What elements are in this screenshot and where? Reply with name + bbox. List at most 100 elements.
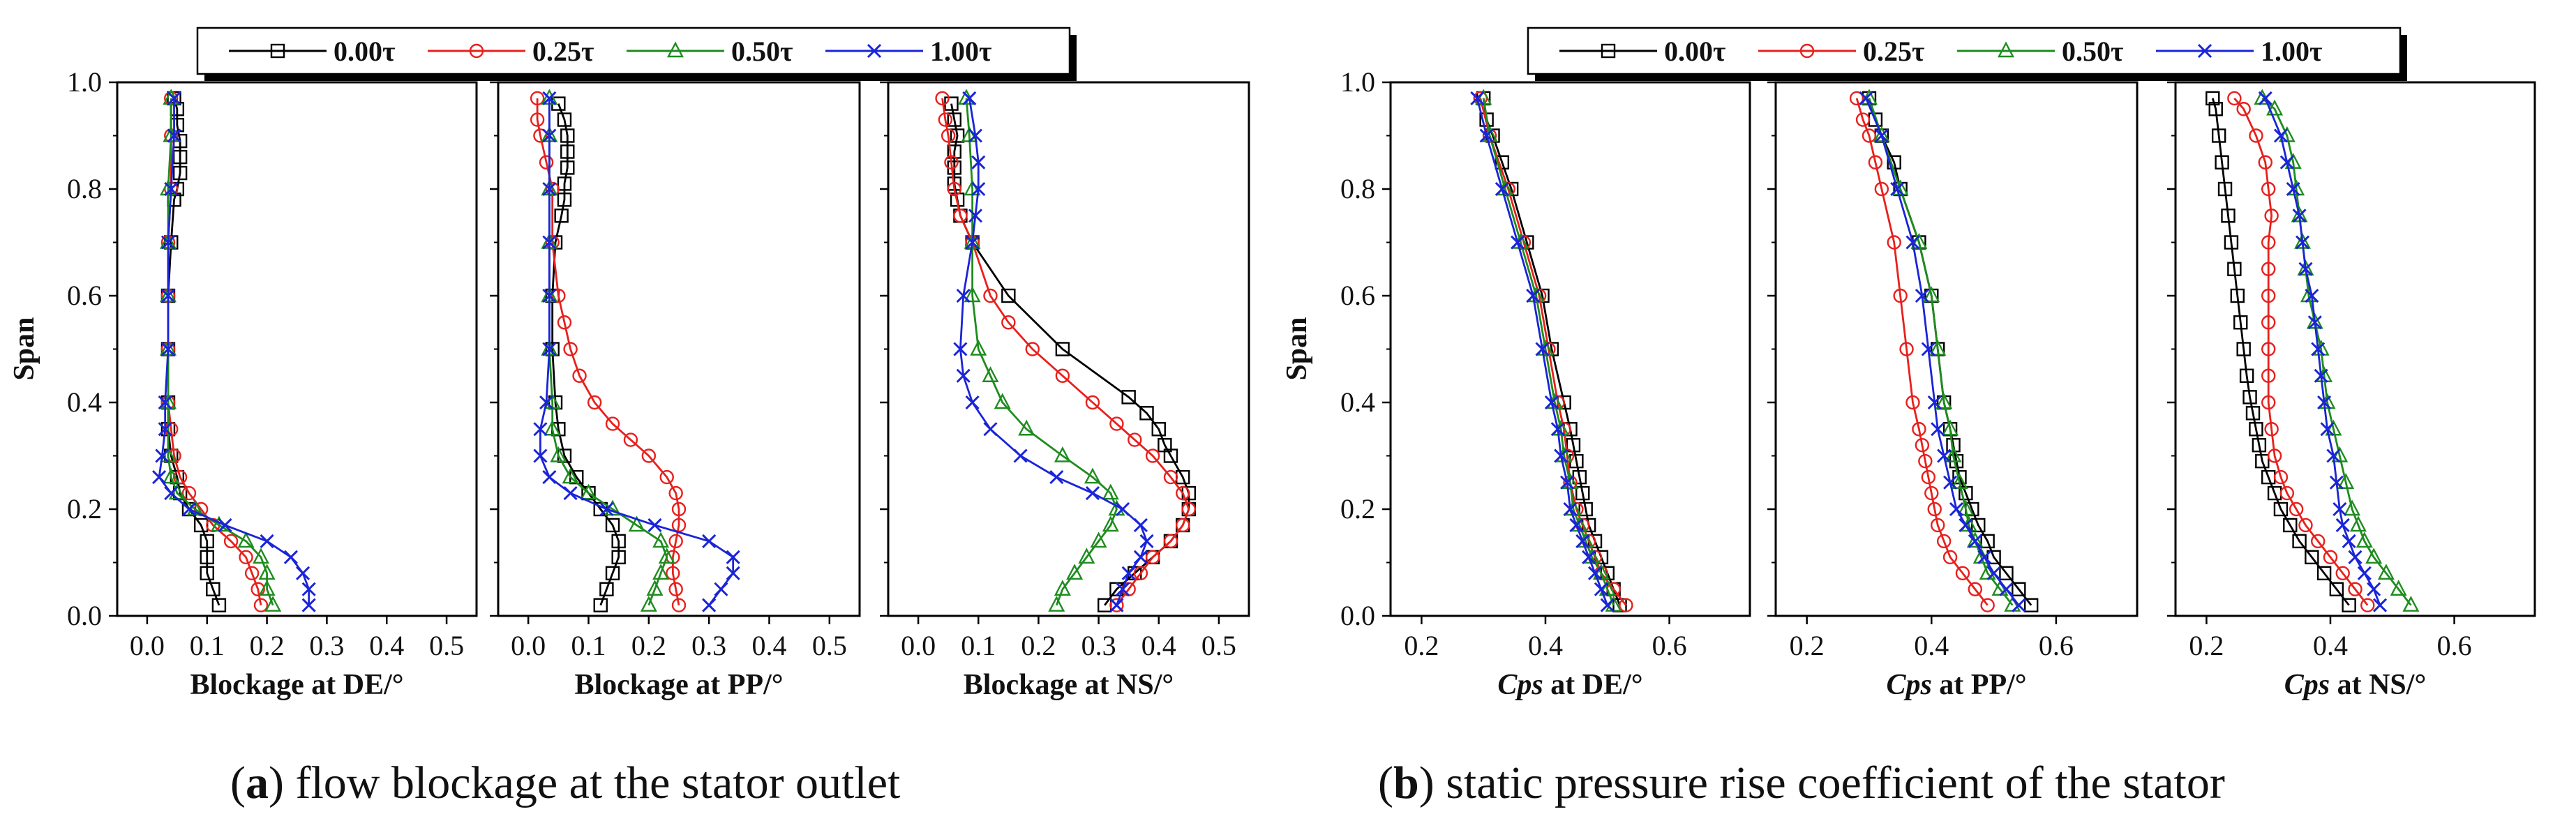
data-point — [2023, 598, 2039, 612]
plot-frame — [1774, 81, 2139, 617]
data-point — [1109, 416, 1124, 431]
data-point — [2273, 128, 2289, 143]
data-point — [1102, 483, 1119, 500]
data-point — [2332, 502, 2347, 517]
data-point — [2323, 550, 2338, 565]
data-point — [1066, 564, 1084, 580]
data-point — [2217, 181, 2233, 197]
x-tick-label: 0.3 — [1081, 630, 1116, 661]
data-point — [253, 548, 269, 564]
data-point — [953, 342, 968, 356]
data-point — [2335, 518, 2350, 533]
chart-panel-3: 0.0 0.1 0.2 0.3 0.4 0.5 Blockage at NS/° — [880, 81, 1250, 701]
data-point — [652, 564, 670, 580]
data-point — [560, 160, 575, 175]
data-point — [2349, 515, 2367, 532]
data-point — [2307, 315, 2322, 330]
data-point — [152, 470, 167, 485]
x-tick-label: 0.1 — [190, 630, 225, 661]
data-point — [2377, 564, 2395, 580]
x-axis-label: Cps at NS/° — [2284, 669, 2427, 701]
data-point — [2261, 395, 2276, 410]
data-point — [301, 598, 316, 612]
data-point — [1018, 419, 1035, 436]
data-point — [2261, 181, 2276, 197]
data-point — [296, 566, 310, 580]
data-point — [2305, 550, 2319, 565]
legend-marker — [2197, 43, 2212, 59]
legend-marker — [469, 43, 484, 59]
y-tick-label: 0.8 — [1340, 173, 1375, 204]
x-tick-label: 0.4 — [2313, 630, 2348, 661]
data-point — [557, 315, 572, 330]
data-point — [200, 550, 214, 565]
data-point — [1151, 422, 1166, 437]
data-point — [1535, 342, 1550, 356]
data-point — [962, 91, 977, 106]
data-point — [1013, 448, 1028, 463]
y-tick-label: 0.8 — [67, 173, 102, 204]
data-point — [2372, 598, 2388, 612]
data-point — [2292, 209, 2307, 223]
data-point — [2249, 128, 2263, 143]
data-point — [539, 155, 554, 169]
y-tick-label: 0.2 — [1340, 493, 1375, 525]
series-3 — [2254, 89, 2420, 612]
caption-b: (b) static pressure rise coefficient of … — [1378, 757, 2225, 808]
x-axis-label-rest: at DE/° — [1543, 669, 1643, 701]
series-1 — [2206, 91, 2356, 612]
data-point — [1575, 534, 1590, 548]
x-tick-label: 0.0 — [511, 630, 546, 661]
x-tick-label: 0.2 — [1404, 630, 1439, 661]
data-point — [652, 531, 670, 548]
data-point — [2215, 155, 2229, 169]
data-point — [2311, 342, 2326, 356]
data-point — [1942, 550, 1958, 565]
legend-marker — [1601, 43, 1616, 59]
series-2 — [160, 91, 269, 612]
x-axis-label-rest: at NS/° — [2330, 669, 2426, 701]
data-point — [1587, 566, 1603, 580]
data-point — [702, 598, 717, 612]
data-point — [572, 368, 587, 383]
data-point — [587, 395, 602, 410]
x-axis-label-italic: Cps — [1497, 669, 1543, 701]
data-point — [2261, 315, 2276, 330]
data-point — [640, 596, 657, 612]
data-point — [1849, 91, 1864, 106]
data-point — [2230, 288, 2245, 303]
data-point — [1986, 550, 2001, 565]
data-point — [1971, 518, 1986, 533]
data-point — [237, 531, 255, 548]
data-point — [1001, 315, 1016, 330]
data-point — [1980, 598, 1995, 612]
data-point — [2233, 315, 2248, 330]
data-point — [2344, 499, 2361, 516]
data-point — [1927, 502, 1942, 517]
series-line — [536, 98, 680, 605]
data-point — [944, 155, 959, 169]
data-point — [2261, 342, 2276, 356]
data-point — [1949, 502, 1964, 517]
legend-label: 0.25τ — [1863, 36, 1924, 67]
data-point — [1578, 502, 1593, 517]
data-point — [1550, 422, 1565, 437]
data-point — [2292, 534, 2307, 549]
data-point — [2279, 485, 2295, 501]
data-point — [2367, 582, 2381, 596]
data-point — [1929, 339, 1947, 356]
series-1 — [1862, 91, 2039, 612]
data-point — [1133, 566, 1148, 580]
series-line — [2211, 98, 2350, 606]
data-point — [659, 469, 674, 485]
x-axis-label: Cps at DE/° — [1497, 669, 1642, 701]
data-point — [223, 534, 239, 549]
data-point — [158, 422, 172, 437]
data-point — [668, 485, 683, 501]
data-point — [260, 534, 274, 548]
data-point — [2360, 598, 2375, 612]
data-point — [1181, 502, 1197, 517]
series-4 — [533, 91, 740, 612]
chart-panel-4: 0.2 0.4 0.6 0.0 0.2 0.4 0.6 0.8 1.0 Cps at DE/° Sp… — [1281, 66, 1751, 701]
data-point — [647, 518, 662, 533]
